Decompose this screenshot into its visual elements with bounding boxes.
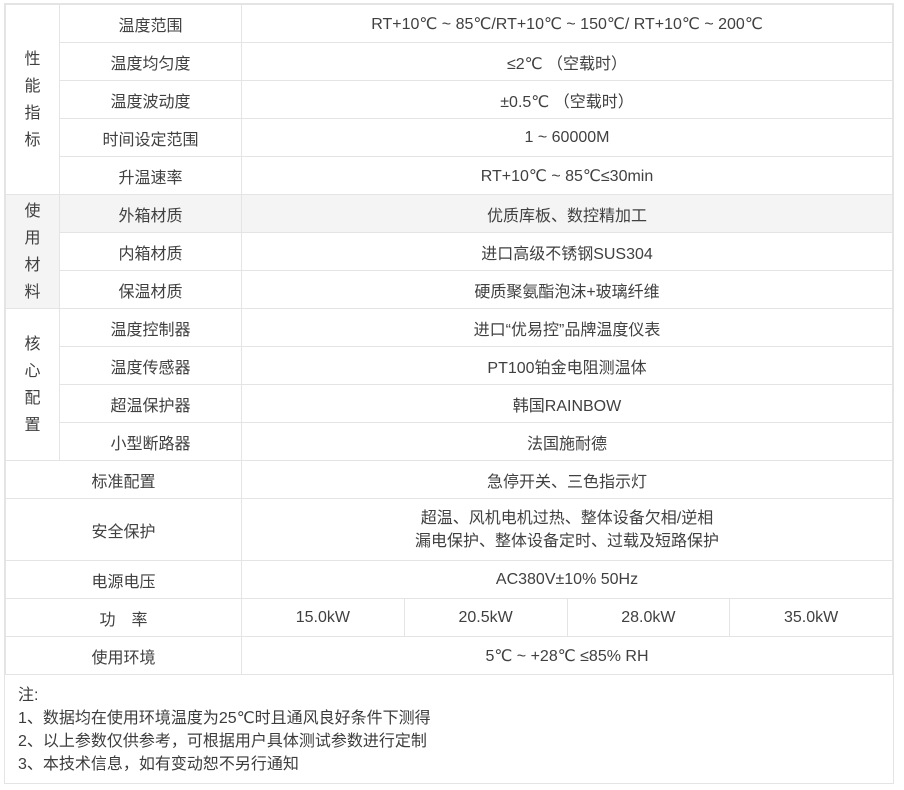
spec-sheet-container: 性能指标 温度范围 RT+10℃ ~ 85℃/RT+10℃ ~ 150℃/ RT…	[4, 3, 894, 784]
spec-label-temp-sensor: 温度传感器	[59, 346, 242, 385]
spec-label-mini-circuit-breaker: 小型断路器	[59, 422, 242, 461]
spec-sheet-page: 性能指标 温度范围 RT+10℃ ~ 85℃/RT+10℃ ~ 150℃/ RT…	[0, 3, 904, 790]
row-environment: 使用环境 5℃ ~ +28℃ ≤85% RH	[5, 636, 893, 675]
spec-value-temp-controller: 进口“优易控”品牌温度仪表	[241, 308, 893, 347]
row-inner-box-material: 内箱材质 进口高级不锈钢SUS304	[6, 232, 893, 271]
spec-value-mini-circuit-breaker: 法国施耐德	[241, 422, 893, 461]
note-item-2: 2、以上参数仅供参考，可根据用户具体测试参数进行定制	[18, 733, 427, 750]
spec-label-outer-box-material: 外箱材质	[59, 194, 242, 233]
spec-value-temp-range: RT+10℃ ~ 85℃/RT+10℃ ~ 150℃/ RT+10℃ ~ 200…	[241, 4, 893, 43]
spec-label-environment: 使用环境	[5, 636, 242, 675]
row-temp-controller: 核心配置 温度控制器 进口“优易控”品牌温度仪表	[5, 308, 893, 461]
group-cell-materials: 使用材料	[5, 194, 60, 309]
row-mini-circuit-breaker: 小型断路器 法国施耐德	[6, 422, 893, 461]
row-safety-protection: 安全保护 超温、风机电机过热、整体设备欠相/逆相 漏电保护、整体设备定时、过载及…	[5, 498, 893, 561]
spec-value-insulation-material: 硬质聚氨酯泡沫+玻璃纤维	[241, 270, 893, 309]
spec-value-time-setting-range: 1 ~ 60000M	[241, 118, 893, 157]
spec-value-power-2: 20.5kW	[403, 598, 568, 637]
row-overtemp-protector: 超温保护器 韩国RAINBOW	[6, 384, 893, 423]
spec-value-inner-box-material: 进口高级不锈钢SUS304	[241, 232, 893, 271]
spec-value-standard-config: 急停开关、三色指示灯	[241, 460, 893, 499]
spec-value-outer-box-material: 优质库板、数控精加工	[241, 194, 893, 233]
spec-value-power-3: 28.0kW	[566, 598, 731, 637]
spec-label-standard-config: 标准配置	[5, 460, 242, 499]
spec-value-safety-protection: 超温、风机电机过热、整体设备欠相/逆相 漏电保护、整体设备定时、过载及短路保护	[241, 498, 893, 561]
notes-title: 注:	[18, 687, 39, 704]
spec-label-insulation-material: 保温材质	[59, 270, 242, 309]
spec-value-power-1: 15.0kW	[241, 598, 405, 637]
spec-value-environment: 5℃ ~ +28℃ ≤85% RH	[241, 636, 893, 675]
group-cell-performance: 性能指标	[5, 4, 60, 195]
row-heating-rate: 升温速率 RT+10℃ ~ 85℃≤30min	[6, 156, 893, 195]
spec-label-safety-protection: 安全保护	[5, 498, 242, 561]
spec-label-temp-controller: 温度控制器	[59, 308, 242, 347]
spec-value-overtemp-protector: 韩国RAINBOW	[241, 384, 893, 423]
spec-value-power-4: 35.0kW	[729, 598, 893, 637]
safety-protection-line-1: 超温、风机电机过热、整体设备欠相/逆相	[420, 509, 714, 527]
spec-label-temp-range: 温度范围	[59, 4, 242, 43]
notes-section: 注: 1、数据均在使用环境温度为25℃时且通风良好条件下测得 2、以上参数仅供参…	[5, 675, 893, 783]
spec-value-heating-rate: RT+10℃ ~ 85℃≤30min	[241, 156, 893, 195]
spec-label-temp-uniformity: 温度均匀度	[59, 42, 242, 81]
spec-label-power: 功 率	[5, 598, 242, 637]
note-item-1: 1、数据均在使用环境温度为25℃时且通风良好条件下测得	[18, 710, 431, 727]
spec-label-temp-fluctuation: 温度波动度	[59, 80, 242, 119]
spec-value-temp-uniformity: ≤2℃ （空载时）	[241, 42, 893, 81]
note-item-3: 3、本技术信息，如有变动恕不另行通知	[18, 756, 299, 773]
spec-label-inner-box-material: 内箱材质	[59, 232, 242, 271]
spec-value-temp-sensor: PT100铂金电阻测温体	[241, 346, 893, 385]
row-outer-box-material: 使用材料 外箱材质 优质库板、数控精加工	[5, 194, 893, 309]
spec-value-temp-fluctuation: ±0.5℃ （空载时）	[241, 80, 893, 119]
row-time-setting-range: 时间设定范围 1 ~ 60000M	[6, 118, 893, 157]
spec-table: 性能指标 温度范围 RT+10℃ ~ 85℃/RT+10℃ ~ 150℃/ RT…	[5, 4, 893, 675]
row-temp-uniformity: 温度均匀度 ≤2℃ （空载时）	[6, 42, 893, 81]
group-label-materials: 使用材料	[24, 202, 41, 301]
spec-label-power-supply: 电源电压	[5, 560, 242, 599]
row-insulation-material: 保温材质 硬质聚氨酯泡沫+玻璃纤维	[6, 270, 893, 309]
row-power-supply: 电源电压 AC380V±10% 50Hz	[5, 560, 893, 599]
row-temp-range: 性能指标 温度范围 RT+10℃ ~ 85℃/RT+10℃ ~ 150℃/ RT…	[5, 4, 893, 195]
row-standard-config: 标准配置 急停开关、三色指示灯	[5, 460, 893, 499]
safety-protection-line-2: 漏电保护、整体设备定时、过载及短路保护	[414, 532, 719, 550]
spec-label-heating-rate: 升温速率	[59, 156, 242, 195]
spec-label-overtemp-protector: 超温保护器	[59, 384, 242, 423]
group-label-core: 核心配置	[24, 335, 41, 434]
group-cell-core: 核心配置	[5, 308, 60, 461]
group-label-performance: 性能指标	[24, 50, 41, 149]
spec-value-power-supply: AC380V±10% 50Hz	[241, 560, 893, 599]
row-power: 功 率 15.0kW 20.5kW 28.0kW 35.0kW	[5, 598, 893, 637]
row-temp-fluctuation: 温度波动度 ±0.5℃ （空载时）	[6, 80, 893, 119]
spec-label-time-setting-range: 时间设定范围	[59, 118, 242, 157]
row-temp-sensor: 温度传感器 PT100铂金电阻测温体	[6, 346, 893, 385]
